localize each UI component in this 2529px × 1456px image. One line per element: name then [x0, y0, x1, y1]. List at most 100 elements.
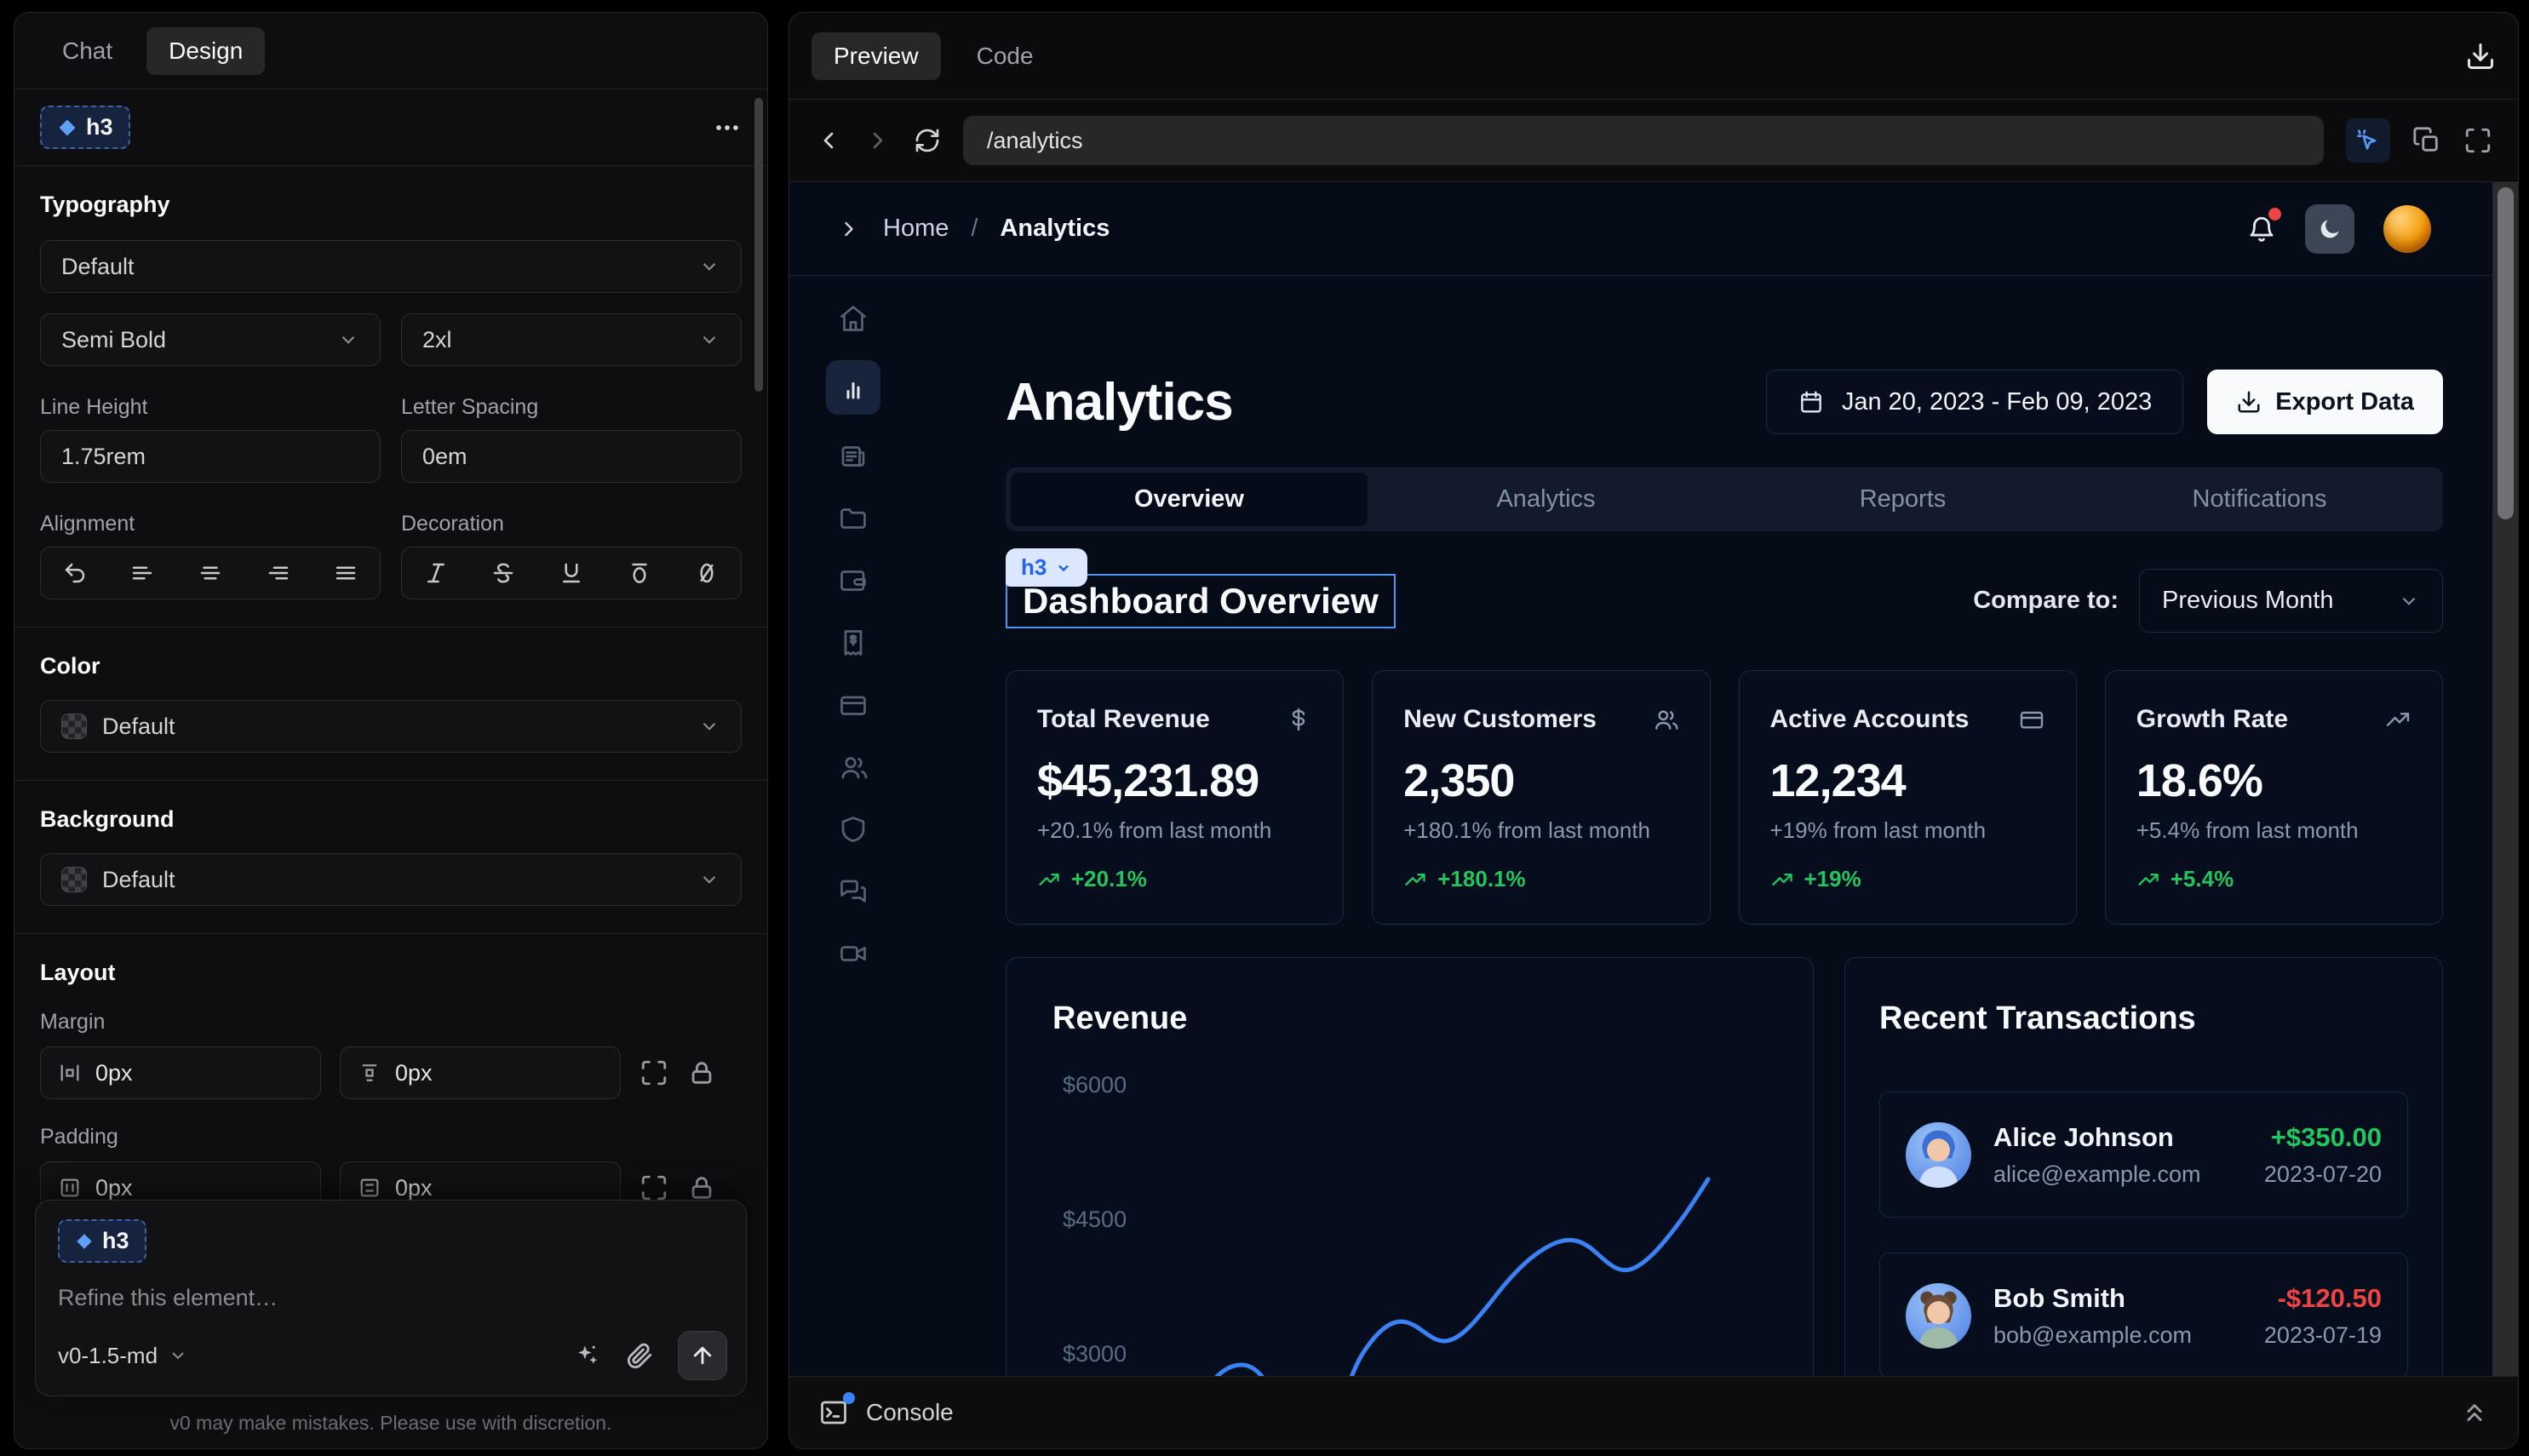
align-right-icon[interactable] [266, 560, 291, 586]
tab-chat[interactable]: Chat [40, 27, 135, 75]
messages-icon [838, 876, 869, 907]
layout-section-title: Layout [40, 960, 742, 986]
preview-scrollbar-track[interactable] [2492, 182, 2518, 1377]
color-select[interactable]: Default [40, 700, 742, 753]
trending-up-icon [2136, 868, 2160, 891]
undo-icon[interactable] [62, 560, 88, 586]
url-input[interactable]: /analytics [963, 116, 2324, 165]
no-decoration-icon[interactable] [694, 560, 720, 586]
tab-preview[interactable]: Preview [811, 32, 941, 80]
page-title: Analytics [1006, 372, 1233, 433]
sidebar-item-analytics[interactable] [826, 360, 880, 415]
dashboard-tabs: Overview Analytics Reports Notifications [1006, 467, 2443, 531]
chevrons-up-icon[interactable] [2460, 1398, 2489, 1427]
refine-composer[interactable]: h3 Refine this element… v0-1.5-md [35, 1200, 747, 1396]
send-button[interactable] [678, 1331, 727, 1380]
date-range-button[interactable]: Jan 20, 2023 - Feb 09, 2023 [1766, 370, 2183, 434]
compare-select[interactable]: Previous Month [2139, 569, 2443, 633]
lock-icon[interactable] [687, 1173, 716, 1202]
calendar-icon [1798, 388, 1825, 416]
overline-icon[interactable] [627, 560, 652, 586]
sidebar-item-files[interactable] [833, 498, 874, 539]
font-size-select[interactable]: 2xl [401, 313, 742, 366]
dashboard-main: Analytics Jan 20, 2023 - Feb 09, 2023 Ex… [1006, 276, 2443, 1377]
user-avatar[interactable] [2383, 205, 2431, 253]
composer-context-chip[interactable]: h3 [58, 1219, 146, 1263]
margin-label: Margin [40, 1010, 742, 1035]
forward-icon[interactable] [864, 127, 892, 154]
arrow-up-icon [690, 1343, 715, 1368]
app-sidebar [789, 276, 917, 974]
margin-x-input[interactable]: 0px [40, 1046, 321, 1099]
bar-chart-icon [838, 372, 869, 403]
sidebar-item-security[interactable] [833, 809, 874, 850]
download-icon[interactable] [2465, 41, 2496, 72]
sidebar-item-video[interactable] [833, 933, 874, 974]
copy-icon[interactable] [2412, 126, 2441, 155]
tab-analytics[interactable]: Analytics [1368, 473, 1724, 526]
paperclip-icon[interactable] [625, 1341, 654, 1370]
sidebar-item-invoices[interactable] [833, 622, 874, 663]
sidebar-item-home[interactable] [833, 298, 874, 339]
fullscreen-icon[interactable] [2463, 126, 2492, 155]
stat-card-active-accounts: Active Accounts 12,234 +19% from last mo… [1739, 670, 2077, 925]
line-height-input[interactable]: 1.75rem [40, 430, 381, 483]
font-weight-select[interactable]: Semi Bold [40, 313, 381, 366]
chevron-down-icon [698, 255, 720, 278]
model-select[interactable]: v0-1.5-md [58, 1343, 188, 1369]
letter-spacing-input[interactable]: 0em [401, 430, 742, 483]
selection-tag-pill[interactable]: h3 [1006, 548, 1087, 587]
line-height-label: Line Height [40, 395, 381, 420]
inspect-cursor-button[interactable] [2346, 118, 2390, 163]
letter-spacing-label: Letter Spacing [401, 395, 742, 420]
italic-icon[interactable] [423, 560, 449, 586]
transaction-row[interactable]: Bob Smith bob@example.com -$120.50 2023-… [1879, 1253, 2408, 1377]
breadcrumb-current: Analytics [1000, 215, 1110, 243]
tab-design[interactable]: Design [146, 27, 265, 75]
underline-icon[interactable] [559, 560, 584, 586]
preview-scrollbar-thumb[interactable] [2497, 187, 2514, 519]
align-left-icon[interactable] [129, 560, 155, 586]
selected-element-chip[interactable]: h3 [40, 106, 130, 149]
notifications-button[interactable] [2247, 215, 2276, 244]
browser-bar: /analytics [789, 100, 2518, 182]
theme-toggle-button[interactable] [2305, 204, 2354, 254]
stat-card-total-revenue: Total Revenue $45,231.89 +20.1% from las… [1006, 670, 1344, 925]
sidebar-item-news[interactable] [833, 436, 874, 477]
panel-scrollbar[interactable] [754, 98, 763, 392]
tab-code[interactable]: Code [955, 32, 1056, 80]
video-icon [838, 938, 869, 969]
tab-notifications[interactable]: Notifications [2081, 473, 2438, 526]
font-family-select[interactable]: Default [40, 240, 742, 293]
sparkles-icon[interactable] [572, 1341, 601, 1370]
composer-placeholder[interactable]: Refine this element… [58, 1285, 724, 1311]
lock-icon[interactable] [687, 1058, 716, 1087]
expand-icon[interactable] [639, 1058, 668, 1087]
pointer-icon [2354, 127, 2382, 154]
sidebar-toggle-icon[interactable] [837, 217, 861, 241]
tab-reports[interactable]: Reports [1724, 473, 2081, 526]
tab-overview[interactable]: Overview [1011, 473, 1368, 526]
more-menu-icon[interactable] [713, 113, 742, 142]
breadcrumb-home[interactable]: Home [883, 215, 949, 243]
sidebar-item-cards[interactable] [833, 685, 874, 725]
padding-vertical-icon [358, 1176, 381, 1200]
selected-element-row: h3 [14, 89, 767, 166]
expand-icon[interactable] [639, 1173, 668, 1202]
export-data-button[interactable]: Export Data [2207, 370, 2443, 434]
transaction-row[interactable]: Alice Johnson alice@example.com +$350.00… [1879, 1092, 2408, 1218]
sidebar-item-messages[interactable] [833, 871, 874, 912]
strikethrough-icon[interactable] [490, 560, 516, 586]
refresh-icon[interactable] [914, 127, 941, 154]
console-status-dot [843, 1392, 855, 1404]
revenue-line-chart [1006, 958, 1815, 1377]
align-justify-icon[interactable] [333, 560, 358, 586]
trending-up-icon [2384, 706, 2411, 733]
align-center-icon[interactable] [198, 560, 223, 586]
margin-y-input[interactable]: 0px [340, 1046, 621, 1099]
background-select[interactable]: Default [40, 853, 742, 906]
console-bar[interactable]: Console [789, 1376, 2518, 1448]
back-icon[interactable] [815, 127, 842, 154]
sidebar-item-wallet[interactable] [833, 560, 874, 601]
sidebar-item-users[interactable] [833, 747, 874, 788]
